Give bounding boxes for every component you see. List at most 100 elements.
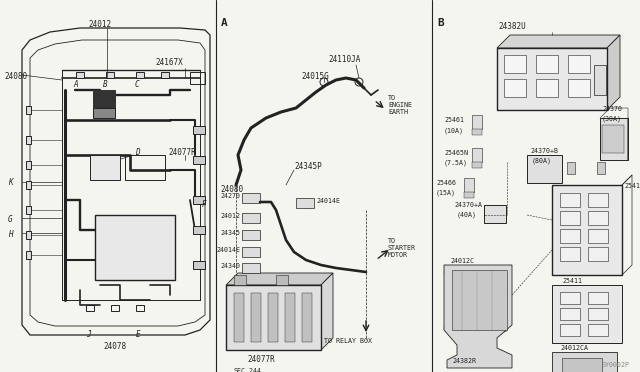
Text: (7.5A): (7.5A) [444,160,468,167]
Circle shape [269,289,276,296]
Bar [560,211,580,225]
Text: G: G [8,215,13,224]
Bar [26,231,31,239]
Bar [234,275,246,285]
Bar [268,293,278,342]
Bar [552,285,622,343]
Text: 25411: 25411 [562,278,582,284]
Text: 24077R: 24077R [168,148,196,157]
Bar [242,247,260,257]
Bar [136,305,144,311]
Text: B: B [437,18,444,28]
Bar [26,181,31,189]
Bar [193,196,205,204]
Bar [242,213,260,223]
Bar [111,305,119,311]
Bar [560,308,580,320]
Text: 24270: 24270 [220,193,240,199]
Bar [242,193,260,203]
Bar [86,305,94,311]
Bar [226,285,321,350]
Bar [242,230,260,240]
Text: 24080: 24080 [4,72,27,81]
Text: TO
ENGINE
EARTH: TO ENGINE EARTH [388,95,412,115]
Circle shape [253,289,259,296]
Bar [76,72,84,78]
Polygon shape [321,273,333,350]
Text: 25466: 25466 [436,180,456,186]
Bar [26,206,31,214]
Text: 24370: 24370 [602,106,622,112]
Bar [536,55,558,73]
Text: 24014E: 24014E [316,198,340,204]
Bar [600,118,628,160]
Bar [472,148,482,162]
Bar [588,292,608,304]
Bar [568,79,590,97]
Text: TO RELAY BOX: TO RELAY BOX [324,338,372,344]
Text: (40A): (40A) [457,212,477,218]
Text: 25410: 25410 [624,183,640,189]
Text: K: K [8,178,13,187]
Text: (30A): (30A) [602,116,622,122]
Circle shape [287,289,294,296]
Text: 24080: 24080 [220,185,243,194]
Circle shape [303,289,310,296]
Text: 24012: 24012 [220,213,240,219]
Polygon shape [497,35,620,48]
Text: 24077R: 24077R [247,355,275,364]
Text: 24382R: 24382R [452,358,476,364]
Bar [242,263,260,273]
Bar [560,292,580,304]
Bar [234,293,244,342]
Circle shape [500,324,508,332]
Text: (10A): (10A) [444,127,464,134]
Bar [588,247,608,261]
Bar [26,251,31,259]
Text: 24078: 24078 [104,342,127,351]
Polygon shape [226,273,333,285]
Bar [302,293,312,342]
Text: A: A [73,80,77,89]
Bar [504,55,526,73]
Bar [26,161,31,169]
Text: J: J [86,330,90,339]
Bar [464,192,474,198]
Bar [193,226,205,234]
Bar [527,155,562,183]
Bar [452,270,507,330]
Circle shape [500,268,508,276]
Bar [588,211,608,225]
Bar [285,293,295,342]
Bar [588,229,608,243]
Bar [190,72,205,84]
Bar [597,162,605,174]
Bar [472,162,482,168]
Text: B: B [103,80,108,89]
Bar [26,106,31,114]
Text: SEC.244: SEC.244 [234,368,262,372]
Bar [560,247,580,261]
Text: SY0002P: SY0002P [602,362,630,368]
Bar [560,324,580,336]
Circle shape [444,268,452,276]
Bar [560,229,580,243]
Bar [472,129,482,135]
Polygon shape [607,35,620,110]
Text: (80A): (80A) [532,158,552,164]
Bar [93,90,115,108]
Bar [193,156,205,164]
Text: F: F [202,200,207,209]
Bar [90,155,120,180]
Bar [560,193,580,207]
Polygon shape [444,265,512,368]
Text: 24012C: 24012C [450,258,474,264]
Text: 24345P: 24345P [294,162,322,171]
Bar [588,193,608,207]
Text: (15A): (15A) [436,190,456,196]
Text: 24345: 24345 [220,230,240,236]
Bar [464,178,474,192]
Bar [567,162,575,174]
Text: 24167X: 24167X [155,58,183,67]
Text: H: H [8,230,13,239]
